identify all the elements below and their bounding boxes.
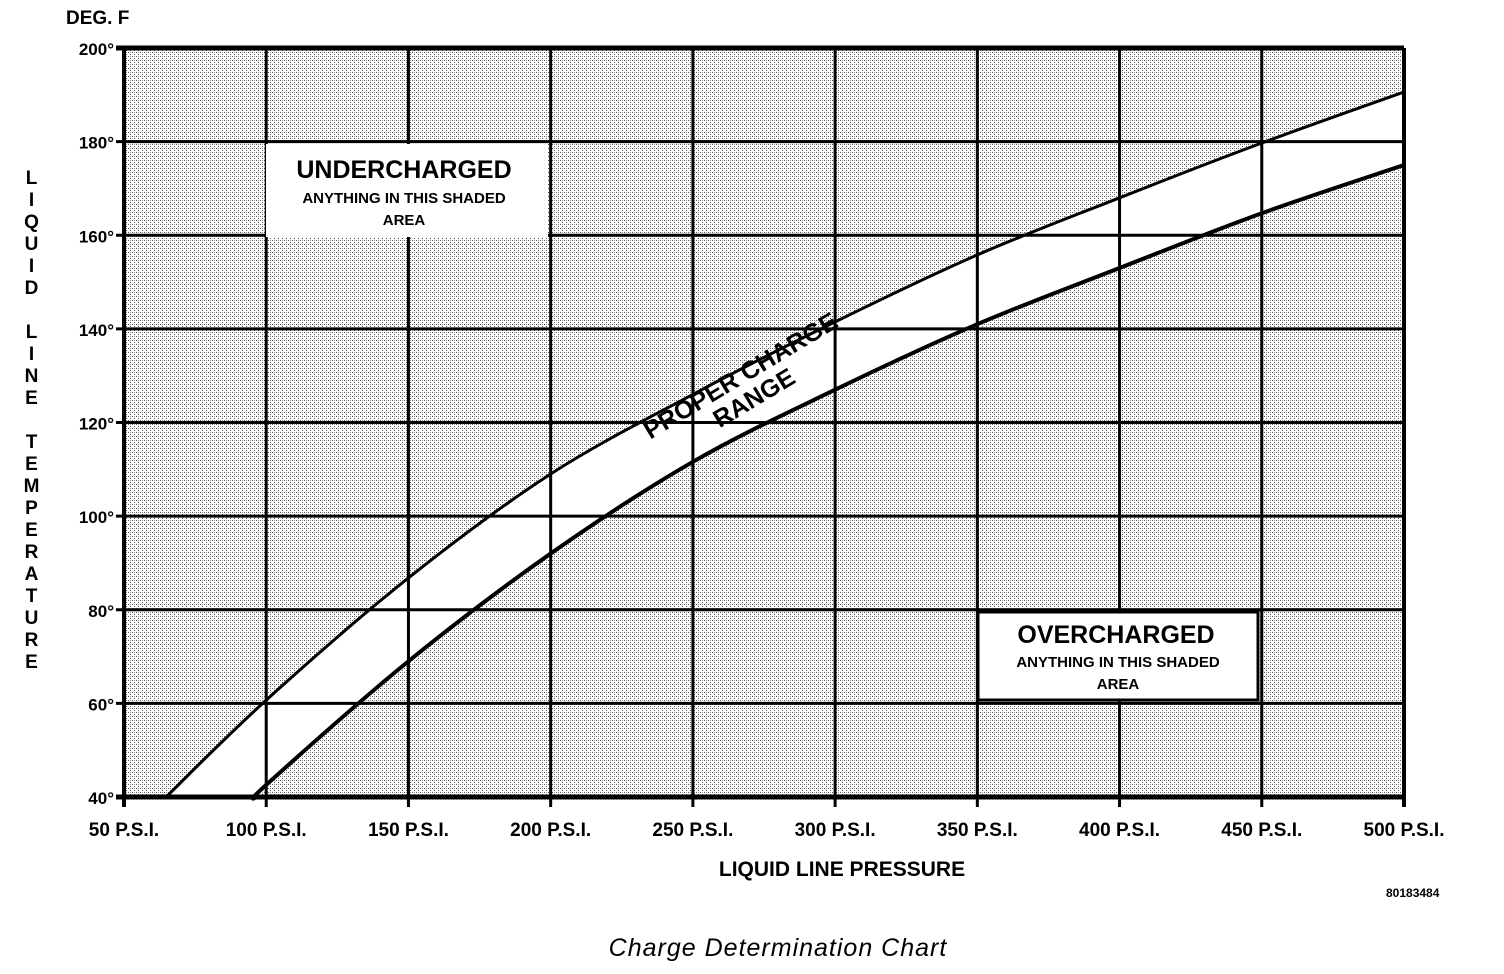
x-tick-label: 150 P.S.I. (368, 820, 449, 841)
y-tick-label: 100° (79, 508, 114, 527)
y-tick-label: 60° (88, 695, 114, 714)
overcharged-title: OVERCHARGED (1017, 621, 1214, 649)
y-tick-label: 180° (79, 134, 114, 153)
overcharged-label: OVERCHARGED ANYTHING IN THIS SHADED AREA (976, 610, 1260, 702)
proper-charge-band (166, 92, 1404, 797)
x-tick-label: 300 P.S.I. (795, 820, 876, 841)
x-tick-label: 250 P.S.I. (652, 820, 733, 841)
y-tick-label: 80° (88, 602, 114, 621)
x-tick-label: 50 P.S.I. (89, 820, 159, 841)
lower-limit-line (250, 163, 1405, 801)
y-tick-label: 40° (88, 789, 114, 808)
chart-caption: Charge Determination Chart (608, 934, 948, 962)
y-tick-label: 120° (79, 415, 114, 434)
undercharged-sub2: AREA (383, 212, 426, 229)
overcharged-sub1: ANYTHING IN THIS SHADED (1016, 654, 1220, 671)
figure-id: 80183484 (1386, 886, 1440, 900)
undercharged-label: UNDERCHARGED ANYTHING IN THIS SHADED ARE… (266, 144, 548, 237)
undercharged-title: UNDERCHARGED (296, 156, 511, 184)
x-tick-label: 500 P.S.I. (1364, 820, 1445, 841)
y-tick-label: 160° (79, 227, 114, 246)
x-tick-label: 400 P.S.I. (1079, 820, 1160, 841)
y-axis-title: LIQUID LINE TEMPERATURE (21, 168, 42, 674)
upper-limit-line (165, 90, 1405, 799)
y-tick-label: 200° (79, 40, 114, 59)
x-axis-title: LIQUID LINE PRESSURE (718, 858, 966, 881)
x-tick-label: 450 P.S.I. (1221, 820, 1302, 841)
y-unit-label: DEG. F (66, 8, 130, 29)
y-tick-label: 140° (79, 321, 114, 340)
overcharged-sub2: AREA (1097, 676, 1140, 693)
x-tick-label: 100 P.S.I. (226, 820, 307, 841)
undercharged-sub1: ANYTHING IN THIS SHADED (302, 190, 506, 207)
x-tick-label: 200 P.S.I. (510, 820, 591, 841)
x-tick-label: 350 P.S.I. (937, 820, 1018, 841)
tick-labels: 50 P.S.I. 100 P.S.I. 150 P.S.I. 200 P.S.I. 2… (79, 40, 1445, 841)
